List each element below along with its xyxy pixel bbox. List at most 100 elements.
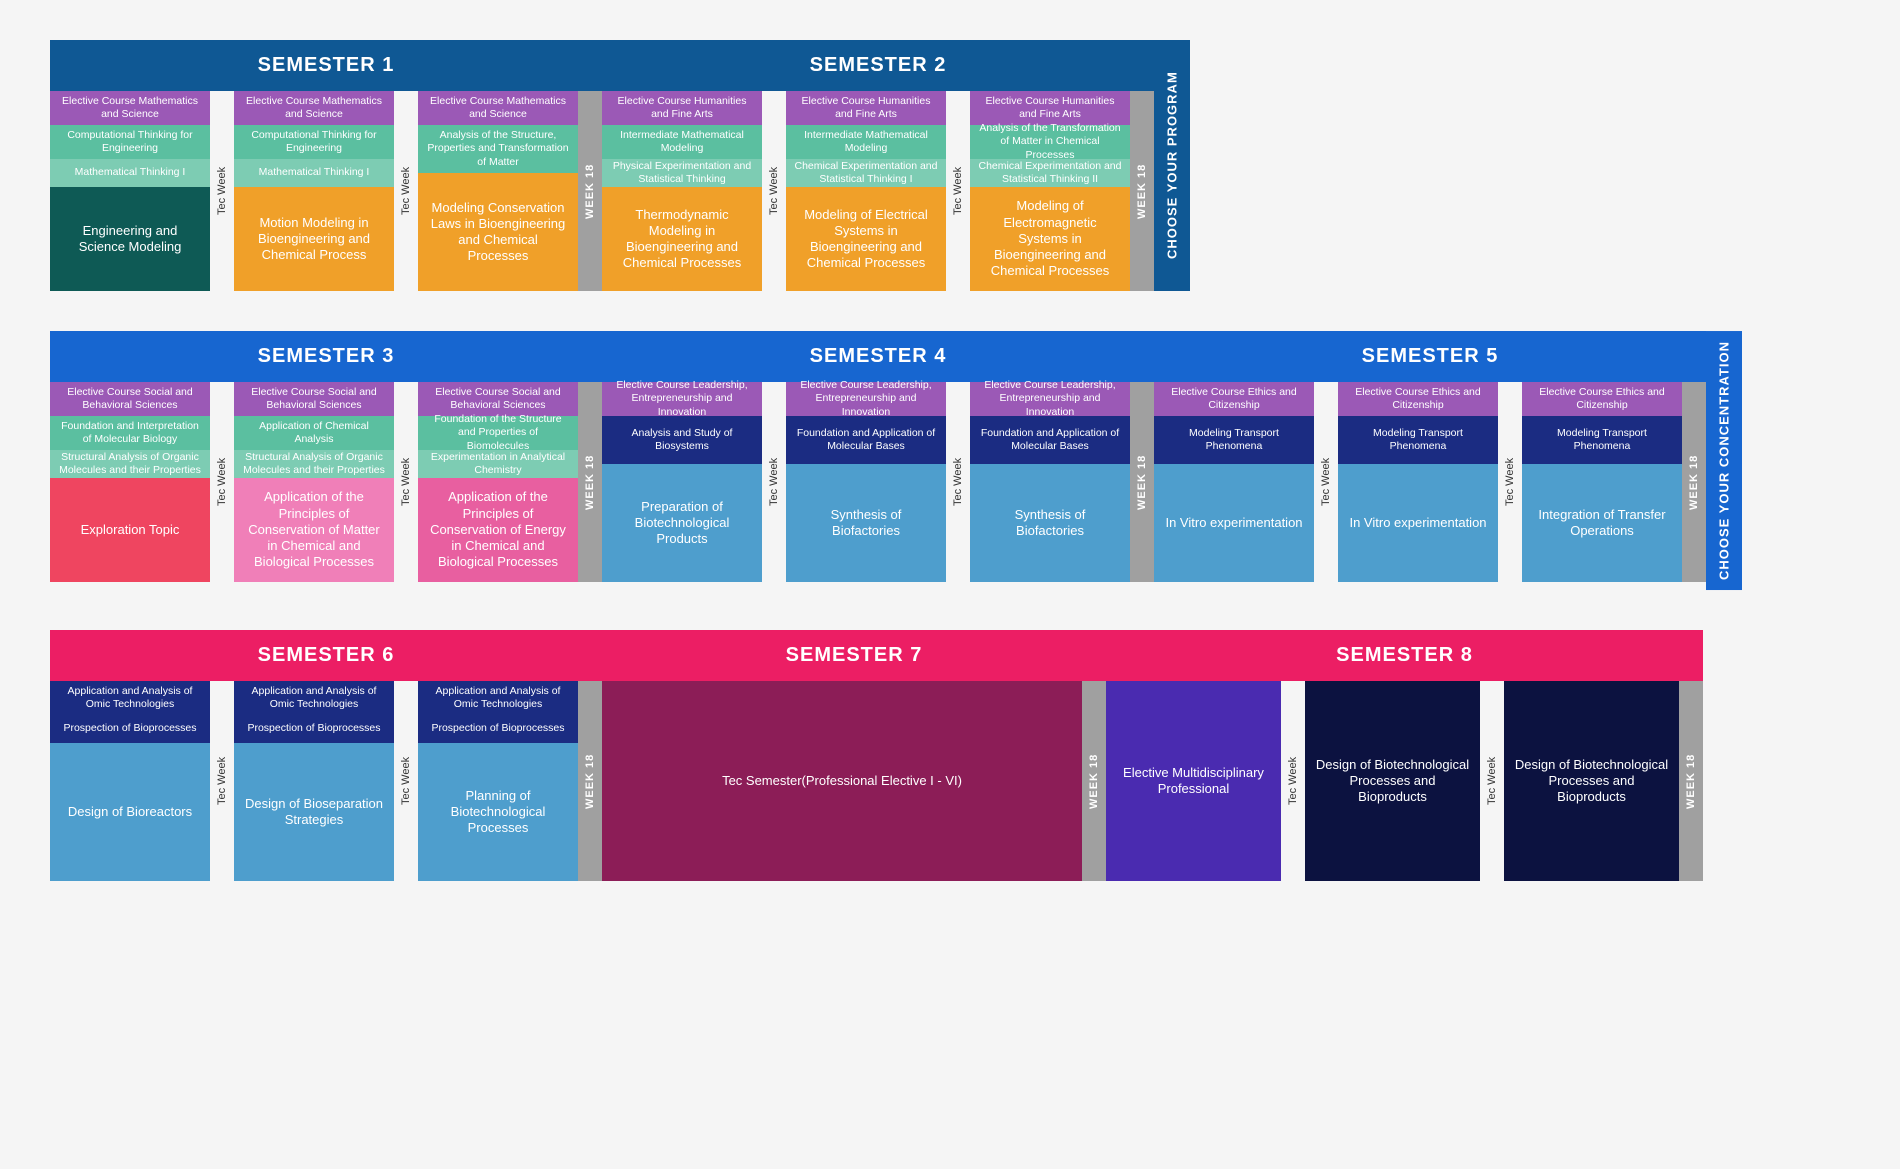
course-block: Intermediate Mathematical Modeling (786, 125, 946, 159)
course-block: Tec Semester(Professional Elective I - V… (602, 681, 1082, 881)
curriculum-period: Elective Course Leadership, Entrepreneur… (602, 382, 762, 582)
curriculum-period: Elective Course Social and Behavioral Sc… (234, 382, 394, 582)
week18-divider: WEEK 18 (578, 382, 602, 582)
week18-divider: WEEK 18 (1682, 382, 1706, 582)
curriculum-period: Elective Course Mathematics and ScienceC… (234, 91, 394, 291)
tec-week-divider: Tec Week (210, 681, 234, 881)
course-block: Motion Modeling in Bioengineering and Ch… (234, 187, 394, 291)
week18-divider: WEEK 18 (1130, 382, 1154, 582)
curriculum-period: Application and Analysis of Omic Technol… (418, 681, 578, 881)
curriculum-period: Elective Course Social and Behavioral Sc… (418, 382, 578, 582)
semester-header: SEMESTER 2 (602, 40, 1154, 91)
semester-header: SEMESTER 5 (1154, 331, 1706, 382)
course-block: Design of Bioseparation Strategies (234, 743, 394, 881)
semester-group: SEMESTER 6Application and Analysis of Om… (50, 630, 602, 881)
tec-week-divider: Tec Week (946, 91, 970, 291)
tec-week-divider: Tec Week (946, 382, 970, 582)
course-block: Elective Course Humanities and Fine Arts (970, 91, 1130, 125)
course-block: Elective Course Leadership, Entrepreneur… (786, 382, 946, 416)
tec-week-divider: Tec Week (1281, 681, 1305, 881)
semester-body: Elective Course Humanities and Fine Arts… (602, 91, 1154, 291)
course-block: Design of Biotechnological Processes and… (1504, 681, 1679, 881)
course-block: In Vitro experimentation (1338, 464, 1498, 582)
semester-group: SEMESTER 2Elective Course Humanities and… (602, 40, 1154, 291)
course-block: Elective Course Social and Behavioral Sc… (50, 382, 210, 416)
semester-header: SEMESTER 7 (602, 630, 1106, 681)
course-block: Modeling of Electrical Systems in Bioeng… (786, 187, 946, 291)
tec-week-divider: Tec Week (210, 91, 234, 291)
choose-program-label: CHOOSE YOUR PROGRAM (1154, 40, 1190, 291)
course-block: Mathematical Thinking I (50, 159, 210, 187)
course-block: Physical Experimentation and Statistical… (602, 159, 762, 187)
semester-group: SEMESTER 3Elective Course Social and Beh… (50, 331, 602, 590)
semester-body: Elective Course Leadership, Entrepreneur… (602, 382, 1154, 582)
course-block: Synthesis of Biofactories (786, 464, 946, 582)
tec-week-divider: Tec Week (1498, 382, 1522, 582)
semester-body: Elective Course Ethics and CitizenshipMo… (1154, 382, 1706, 582)
course-block: Application and Analysis of Omic Technol… (418, 681, 578, 715)
week18-divider: WEEK 18 (578, 91, 602, 291)
semester-header: SEMESTER 8 (1106, 630, 1703, 681)
week18-divider: WEEK 18 (1679, 681, 1703, 881)
course-block: Elective Course Mathematics and Science (234, 91, 394, 125)
semester-header: SEMESTER 6 (50, 630, 602, 681)
course-block: Elective Course Leadership, Entrepreneur… (602, 382, 762, 416)
course-block: Chemical Experimentation and Statistical… (970, 159, 1130, 187)
course-block: Analysis and Study of Biosystems (602, 416, 762, 464)
course-block: Foundation and Interpretation of Molecul… (50, 416, 210, 450)
course-block: Foundation and Application of Molecular … (786, 416, 946, 464)
course-block: Modeling Transport Phenomena (1154, 416, 1314, 464)
semester-group: SEMESTER 1Elective Course Mathematics an… (50, 40, 602, 291)
course-block: Prospection of Bioprocesses (50, 715, 210, 743)
course-block: Structural Analysis of Organic Molecules… (50, 450, 210, 478)
semester-body: Elective Course Social and Behavioral Sc… (50, 382, 602, 582)
course-block: Prospection of Bioprocesses (418, 715, 578, 743)
course-block: Foundation and Application of Molecular … (970, 416, 1130, 464)
curriculum-period: Application and Analysis of Omic Technol… (50, 681, 210, 881)
curriculum-period: Elective Course Humanities and Fine Arts… (602, 91, 762, 291)
tec-week-divider: Tec Week (1314, 382, 1338, 582)
course-block: Preparation of Biotechnological Products (602, 464, 762, 582)
curriculum-period: Elective Course Ethics and CitizenshipMo… (1154, 382, 1314, 582)
course-block: Application of the Principles of Conserv… (234, 478, 394, 582)
week18-divider: WEEK 18 (1082, 681, 1106, 881)
curriculum-period: Elective Multidisciplinary Professional (1106, 681, 1281, 881)
course-block: Application of Chemical Analysis (234, 416, 394, 450)
course-block: Application of the Principles of Conserv… (418, 478, 578, 582)
curriculum-period: Design of Biotechnological Processes and… (1305, 681, 1480, 881)
course-block: Elective Course Leadership, Entrepreneur… (970, 382, 1130, 416)
tec-week-divider: Tec Week (394, 382, 418, 582)
semester-header: SEMESTER 4 (602, 331, 1154, 382)
course-block: Synthesis of Biofactories (970, 464, 1130, 582)
course-block: Analysis of the Structure, Properties an… (418, 125, 578, 173)
course-block: Elective Course Humanities and Fine Arts (786, 91, 946, 125)
curriculum-period: Elective Course Social and Behavioral Sc… (50, 382, 210, 582)
course-block: Chemical Experimentation and Statistical… (786, 159, 946, 187)
semester-body: Application and Analysis of Omic Technol… (50, 681, 602, 881)
course-block: Experimentation in Analytical Chemistry (418, 450, 578, 478)
course-block: Elective Course Mathematics and Science (418, 91, 578, 125)
course-block: Application and Analysis of Omic Technol… (234, 681, 394, 715)
curriculum-period: Application and Analysis of Omic Technol… (234, 681, 394, 881)
tec-week-divider: Tec Week (394, 681, 418, 881)
course-block: Modeling Transport Phenomena (1338, 416, 1498, 464)
course-block: Elective Course Ethics and Citizenship (1338, 382, 1498, 416)
course-block: Structural Analysis of Organic Molecules… (234, 450, 394, 478)
course-block: Computational Thinking for Engineering (50, 125, 210, 159)
course-block: Elective Course Humanities and Fine Arts (602, 91, 762, 125)
week18-divider: WEEK 18 (1130, 91, 1154, 291)
tec-week-divider: Tec Week (1480, 681, 1504, 881)
curriculum-period: Design of Biotechnological Processes and… (1504, 681, 1679, 881)
curriculum-period: Elective Course Mathematics and ScienceA… (418, 91, 578, 291)
tec-week-divider: Tec Week (210, 382, 234, 582)
course-block: Elective Course Social and Behavioral Sc… (234, 382, 394, 416)
curriculum-period: Elective Course Mathematics and ScienceC… (50, 91, 210, 291)
course-block: Elective Course Ethics and Citizenship (1154, 382, 1314, 416)
course-block: Engineering and Science Modeling (50, 187, 210, 291)
course-block: Integration of Transfer Operations (1522, 464, 1682, 582)
curriculum-period: Elective Course Ethics and CitizenshipMo… (1522, 382, 1682, 582)
curriculum-period: Elective Course Ethics and CitizenshipMo… (1338, 382, 1498, 582)
course-block: Elective Multidisciplinary Professional (1106, 681, 1281, 881)
course-block: Modeling of Electromagnetic Systems in B… (970, 187, 1130, 291)
semester-group: SEMESTER 4Elective Course Leadership, En… (602, 331, 1154, 590)
